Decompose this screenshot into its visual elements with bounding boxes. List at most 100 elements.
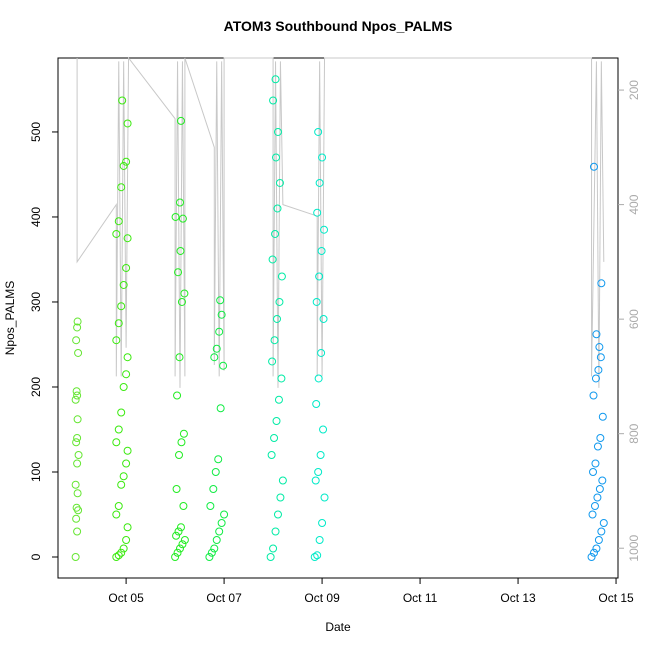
point xyxy=(112,229,121,238)
point xyxy=(73,527,82,536)
point xyxy=(271,527,280,536)
x-tick-label: Oct 13 xyxy=(500,591,536,605)
point xyxy=(277,272,286,281)
point xyxy=(173,548,182,557)
point xyxy=(589,391,598,400)
point xyxy=(209,484,218,493)
point xyxy=(273,510,282,519)
point xyxy=(112,438,121,447)
point xyxy=(595,484,604,493)
point xyxy=(314,374,323,383)
point xyxy=(73,433,82,442)
point xyxy=(216,404,225,413)
x-tick-label: Oct 15 xyxy=(598,591,634,605)
point xyxy=(593,493,602,502)
point xyxy=(591,374,600,383)
point xyxy=(206,501,215,510)
point xyxy=(119,472,128,481)
point xyxy=(318,518,327,527)
point xyxy=(320,225,329,234)
point xyxy=(272,416,281,425)
point xyxy=(311,476,320,485)
point xyxy=(123,353,132,362)
y-tick-label: 0 xyxy=(29,553,43,560)
point xyxy=(174,527,183,536)
point xyxy=(269,96,278,105)
point xyxy=(72,387,81,396)
point xyxy=(319,425,328,434)
point xyxy=(595,343,604,352)
point xyxy=(117,480,126,489)
point xyxy=(177,438,186,447)
point xyxy=(178,214,187,223)
point xyxy=(172,531,181,540)
point xyxy=(591,459,600,468)
point xyxy=(276,493,285,502)
point xyxy=(594,365,603,374)
x-tick-label: Oct 11 xyxy=(403,591,438,605)
point xyxy=(176,246,185,255)
point xyxy=(171,553,180,562)
point xyxy=(214,455,223,464)
y2-tick-label: 600 xyxy=(627,309,641,329)
point xyxy=(211,467,220,476)
point xyxy=(122,263,131,272)
x-tick-label: Oct 09 xyxy=(304,591,340,605)
point xyxy=(316,450,325,459)
point xyxy=(596,353,605,362)
point xyxy=(273,127,282,136)
y-tick-label: 200 xyxy=(29,377,43,397)
point xyxy=(123,446,132,455)
point xyxy=(271,229,280,238)
point xyxy=(73,317,82,326)
point xyxy=(589,548,598,557)
point xyxy=(175,353,184,362)
y2-tick-label: 800 xyxy=(627,423,641,443)
y-tick-label: 400 xyxy=(29,207,43,227)
point xyxy=(72,438,81,447)
point xyxy=(275,297,284,306)
point xyxy=(597,527,606,536)
point xyxy=(72,503,81,512)
y2-tick-label: 200 xyxy=(627,80,641,100)
point xyxy=(589,162,598,171)
point xyxy=(72,514,81,523)
point xyxy=(123,119,132,128)
point xyxy=(215,527,224,536)
point xyxy=(212,536,221,545)
point xyxy=(119,161,128,170)
point xyxy=(273,204,282,213)
point xyxy=(266,553,275,562)
point xyxy=(598,476,607,485)
pressure-line xyxy=(76,56,605,388)
point xyxy=(590,501,599,510)
point xyxy=(71,395,80,404)
point xyxy=(73,323,82,332)
point xyxy=(210,544,219,553)
point xyxy=(177,297,186,306)
point xyxy=(268,255,277,264)
point xyxy=(175,544,184,553)
x-tick-label: Oct 05 xyxy=(108,591,144,605)
point xyxy=(315,178,324,187)
y-tick-label: 300 xyxy=(29,292,43,312)
point xyxy=(117,183,126,192)
point xyxy=(72,336,81,345)
point xyxy=(587,553,596,562)
point xyxy=(122,459,131,468)
point xyxy=(317,246,326,255)
point xyxy=(175,198,184,207)
point xyxy=(74,348,83,357)
point xyxy=(320,493,329,502)
point xyxy=(313,208,322,217)
point xyxy=(117,408,126,417)
point xyxy=(274,395,283,404)
point xyxy=(73,459,82,468)
y-tick-label: 500 xyxy=(29,122,43,142)
point xyxy=(119,544,128,553)
point xyxy=(278,476,287,485)
point xyxy=(122,157,131,166)
point xyxy=(314,467,323,476)
point xyxy=(112,510,121,519)
point xyxy=(171,212,180,221)
